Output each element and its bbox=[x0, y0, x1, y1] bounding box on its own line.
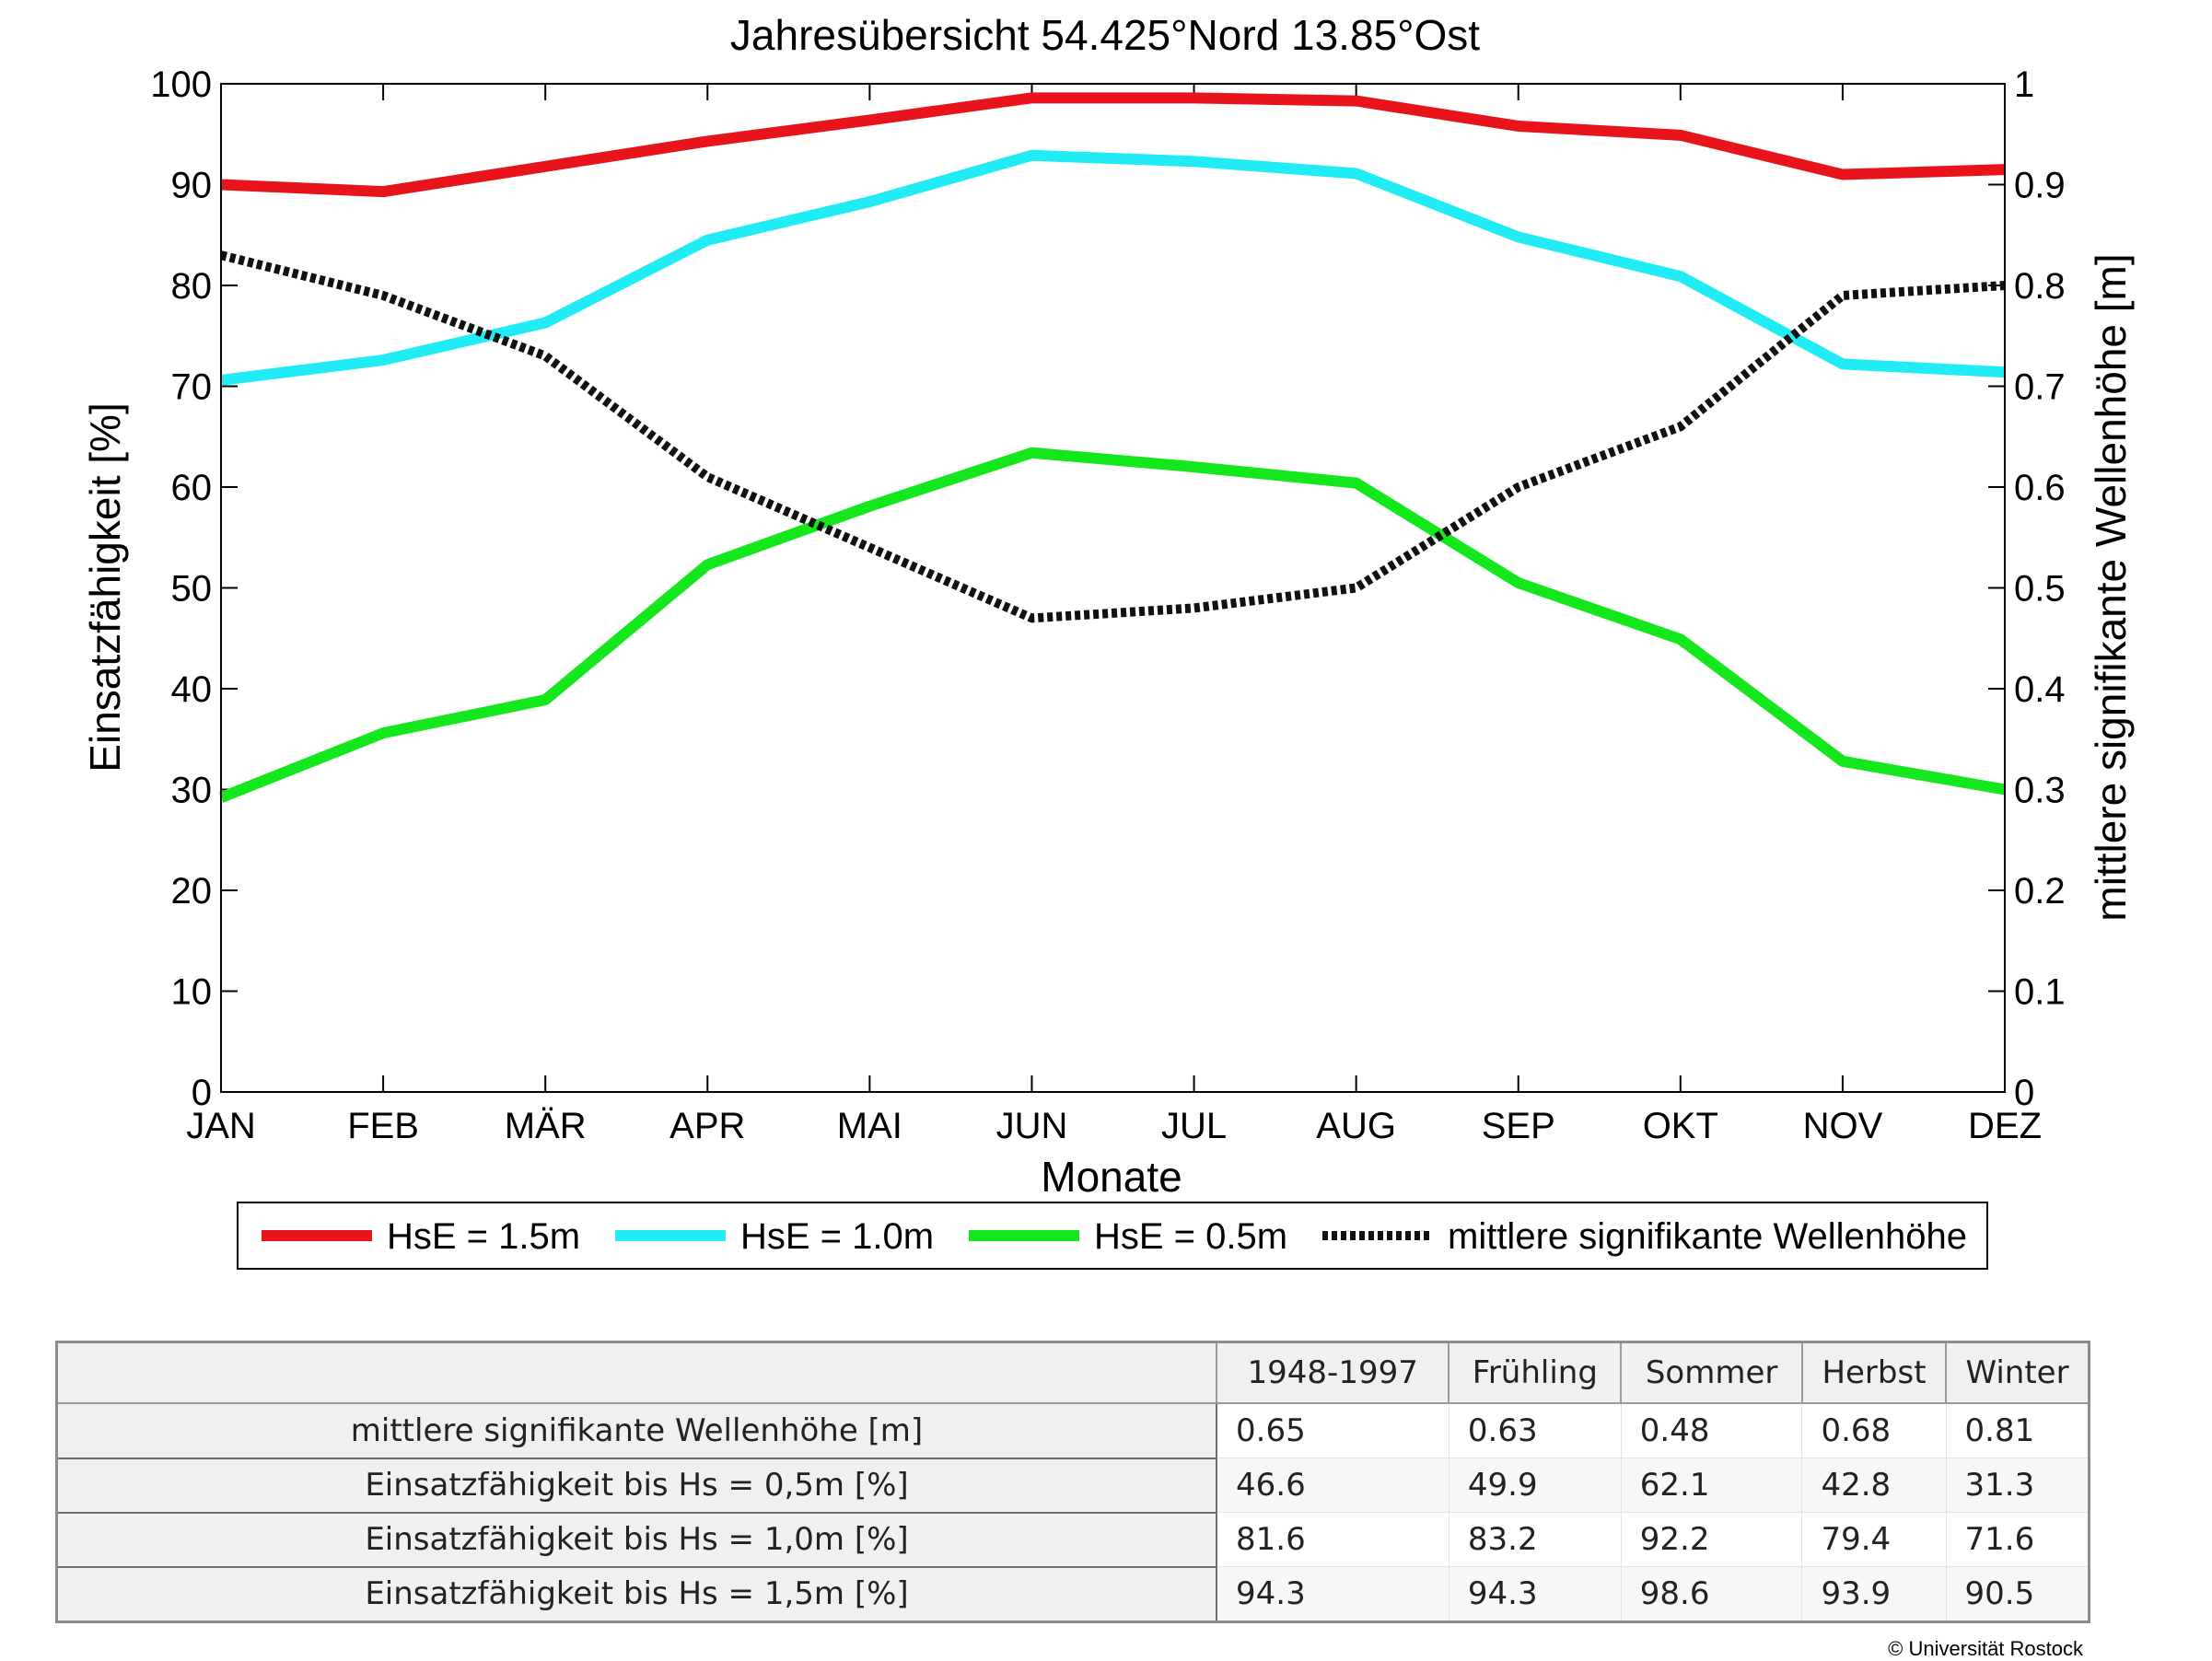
cell-summer: 98.6 bbox=[1620, 1566, 1803, 1622]
series-line-hse-0-5m bbox=[218, 447, 2007, 803]
y-tick-label: 50 bbox=[171, 569, 213, 610]
table-header-spring: Frühling bbox=[1448, 1341, 1623, 1404]
cell-period: 0.65 bbox=[1216, 1402, 1449, 1458]
row-label: Einsatzfähigkeit bis Hs = 0,5m [%] bbox=[55, 1457, 1217, 1514]
series-line-mittlere-signifikante-wellenh-he bbox=[219, 250, 2006, 623]
table-header-summer: Sommer bbox=[1620, 1341, 1803, 1404]
x-tick-label: JAN bbox=[186, 1106, 256, 1146]
y2-tick-label: 0.2 bbox=[2014, 871, 2066, 912]
legend-label: HsE = 1.0m bbox=[740, 1216, 934, 1257]
x-tick-label: SEP bbox=[1482, 1106, 1555, 1146]
legend-box bbox=[237, 1202, 1988, 1270]
y-tick-label: 80 bbox=[171, 266, 213, 307]
y2-tick-label: 0.4 bbox=[2014, 669, 2066, 710]
cell-autumn: 79.4 bbox=[1801, 1512, 1947, 1567]
x-tick-label: AUG bbox=[1316, 1106, 1396, 1146]
table-header-empty bbox=[55, 1341, 1217, 1404]
table-row: mittlere signifikante Wellenhöhe [m] 0.6… bbox=[55, 1402, 2090, 1459]
wave-chart: Jahresübersicht 54.425°Nord 13.85°Ost JA… bbox=[81, 11, 2135, 1270]
x-tick-label: MÄR bbox=[505, 1106, 587, 1146]
cell-summer: 62.1 bbox=[1620, 1458, 1803, 1513]
table-row: Einsatzfähigkeit bis Hs = 0,5m [%] 46.6 … bbox=[55, 1457, 2090, 1514]
x-tick-label: APR bbox=[669, 1106, 745, 1146]
legend-label: mittlere signifikante Wellenhöhe bbox=[1448, 1216, 1967, 1257]
x-tick-label: JUN bbox=[996, 1106, 1068, 1146]
cell-summer: 92.2 bbox=[1620, 1512, 1803, 1567]
plot-frame bbox=[220, 83, 2006, 1093]
statistics-table: 1948-1997 Frühling Sommer Herbst Winter … bbox=[55, 1341, 2090, 1623]
table-header-autumn: Herbst bbox=[1800, 1341, 1948, 1404]
series-line-hse-1-5m bbox=[220, 92, 2006, 198]
y-tick-label: 90 bbox=[171, 166, 213, 206]
y2-tick-label: 0.8 bbox=[2014, 266, 2066, 307]
cell-spring: 0.63 bbox=[1448, 1402, 1622, 1458]
y2-tick-label: 0.1 bbox=[2014, 972, 2066, 1013]
table-header-period: 1948-1997 bbox=[1215, 1341, 1450, 1404]
x-tick-label: OKT bbox=[1643, 1106, 1718, 1146]
series-line-hse-1-0m bbox=[220, 149, 2006, 386]
y-axis-label: Einsatzfähigkeit [%] bbox=[81, 402, 129, 772]
cell-autumn: 93.9 bbox=[1801, 1566, 1947, 1622]
chart-legend: HsE = 1.5m HsE = 1.0m HsE = 0.5m mittlere s… bbox=[237, 1202, 1988, 1270]
y-tick-label: 70 bbox=[171, 367, 213, 408]
row-label: mittlere signifikante Wellenhöhe [m] bbox=[55, 1402, 1217, 1459]
y2-axis-label: mittlere signifikante Wellenhöhe [m] bbox=[2087, 253, 2135, 921]
cell-spring: 94.3 bbox=[1448, 1566, 1622, 1622]
cell-winter: 71.6 bbox=[1945, 1512, 2090, 1567]
y-tick-label: 30 bbox=[171, 771, 213, 811]
y2-tick-label: 0.6 bbox=[2014, 468, 2066, 508]
y-tick-label: 60 bbox=[171, 468, 213, 508]
table-header-winter: Winter bbox=[1945, 1341, 2090, 1404]
cell-period: 46.6 bbox=[1216, 1458, 1449, 1513]
cell-spring: 49.9 bbox=[1448, 1458, 1622, 1513]
cell-period: 81.6 bbox=[1216, 1512, 1449, 1567]
cell-summer: 0.48 bbox=[1620, 1402, 1803, 1458]
x-axis-label: Monate bbox=[1041, 1153, 1182, 1201]
x-tick-label: FEB bbox=[347, 1106, 419, 1146]
statistics-table-container: 1948-1997 Frühling Sommer Herbst Winter … bbox=[55, 1341, 2090, 1623]
table-row: Einsatzfähigkeit bis Hs = 1,0m [%] 81.6 … bbox=[55, 1511, 2090, 1568]
y-tick-label: 100 bbox=[150, 64, 212, 105]
y2-tick-label: 0.9 bbox=[2014, 166, 2066, 206]
cell-winter: 90.5 bbox=[1945, 1566, 2090, 1622]
cell-winter: 0.81 bbox=[1945, 1402, 2090, 1458]
cell-winter: 31.3 bbox=[1945, 1458, 2090, 1513]
cell-period: 94.3 bbox=[1216, 1566, 1449, 1622]
row-label: Einsatzfähigkeit bis Hs = 1,0m [%] bbox=[55, 1511, 1217, 1568]
y2-tick-label: 0.3 bbox=[2014, 771, 2066, 811]
x-tick-label: JUL bbox=[1161, 1106, 1227, 1146]
y-tick-label: 20 bbox=[171, 871, 213, 912]
y-tick-label: 40 bbox=[171, 669, 213, 710]
copyright-notice: © Universität Rostock bbox=[1888, 1637, 2083, 1660]
table-header-row: 1948-1997 Frühling Sommer Herbst Winter bbox=[55, 1341, 2090, 1404]
x-tick-label: NOV bbox=[1803, 1106, 1883, 1146]
y2-tick-label: 0 bbox=[2014, 1073, 2034, 1113]
y2-tick-label: 1 bbox=[2014, 64, 2034, 105]
x-tick-label: MAI bbox=[837, 1106, 902, 1146]
cell-autumn: 0.68 bbox=[1801, 1402, 1947, 1458]
y-tick-label: 0 bbox=[192, 1073, 212, 1113]
table-row: Einsatzfähigkeit bis Hs = 1,5m [%] 94.3 … bbox=[55, 1565, 2090, 1623]
y2-tick-label: 0.7 bbox=[2014, 367, 2066, 408]
row-label: Einsatzfähigkeit bis Hs = 1,5m [%] bbox=[55, 1565, 1217, 1623]
y2-tick-label: 0.5 bbox=[2014, 569, 2066, 610]
x-tick-label: DEZ bbox=[1968, 1106, 2042, 1146]
cell-autumn: 42.8 bbox=[1801, 1458, 1947, 1513]
legend-label: HsE = 0.5m bbox=[1094, 1216, 1287, 1257]
y-tick-label: 10 bbox=[171, 972, 213, 1013]
cell-spring: 83.2 bbox=[1448, 1512, 1622, 1567]
chart-title: Jahresübersicht 54.425°Nord 13.85°Ost bbox=[730, 11, 1480, 59]
legend-label: HsE = 1.5m bbox=[387, 1216, 580, 1257]
